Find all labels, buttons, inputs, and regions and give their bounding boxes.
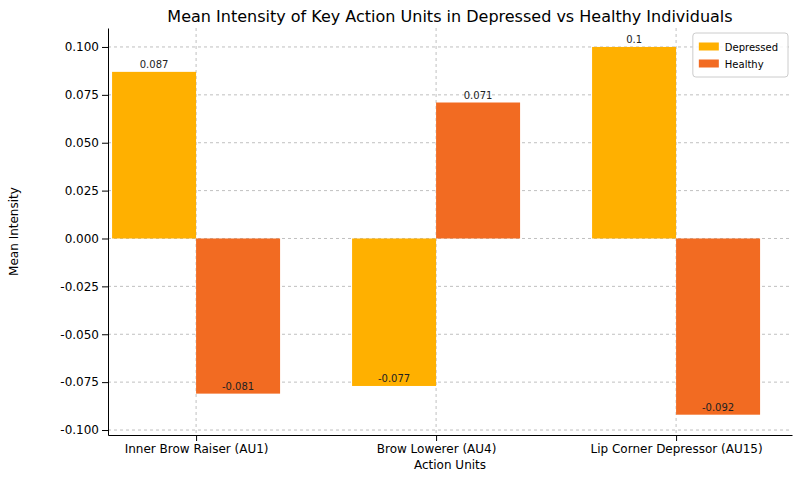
y-tick: -0.025 (60, 280, 108, 294)
x-tick-label: Inner Brow Raiser (AU1) (125, 442, 269, 456)
y-tick: 0.075 (65, 88, 108, 102)
y-tick: 0.050 (65, 136, 108, 150)
grid (108, 28, 792, 435)
grid-line-y (108, 430, 792, 431)
y-tick-label: -0.075 (60, 375, 99, 389)
data-label: 0.071 (464, 90, 493, 101)
legend-box (693, 33, 788, 77)
bar (352, 238, 436, 385)
bar (436, 103, 520, 239)
x-tick-mark (676, 435, 677, 441)
y-tick-label: 0.050 (65, 136, 99, 150)
x-axis: Inner Brow Raiser (AU1) Brow Lowerer (AU4… (109, 435, 793, 456)
bars (112, 47, 760, 415)
data-label: -0.081 (222, 381, 254, 392)
bar (676, 238, 760, 414)
y-tick-label: 0.100 (65, 40, 99, 54)
legend: Depressed Healthy (693, 33, 788, 77)
data-label: -0.092 (702, 402, 734, 413)
y-tick-mark (102, 430, 108, 431)
data-label: 0.087 (140, 59, 169, 70)
y-tick: 0.000 (65, 232, 108, 246)
grid-line-y (108, 46, 792, 47)
y-tick: -0.050 (60, 328, 108, 342)
y-tick-mark (102, 47, 108, 48)
legend-label: Depressed (725, 42, 778, 53)
y-tick-label: -0.050 (60, 328, 99, 342)
data-label: -0.077 (378, 373, 410, 384)
x-tick: Lip Corner Depressor (AU15) (591, 435, 763, 456)
data-labels: 0.087 -0.077 0.1 -0.081 0.071 -0.092 (140, 34, 734, 413)
legend-swatch (699, 43, 719, 51)
y-tick: -0.100 (60, 423, 108, 437)
title: Mean Intensity of Key Action Units in De… (167, 7, 732, 26)
y-axis-title: Mean Intensity (7, 187, 21, 276)
y-axis-line (108, 29, 109, 436)
y-tick: -0.075 (60, 375, 108, 389)
x-tick-label: Lip Corner Depressor (AU15) (591, 442, 763, 456)
y-tick-label: 0.000 (65, 232, 99, 246)
x-tick-label: Brow Lowerer (AU4) (377, 442, 497, 456)
chart: -0.100 -0.075 -0.050 -0.025 0.000 0.025 0.050 0… (0, 0, 800, 477)
x-tick: Brow Lowerer (AU4) (377, 435, 497, 456)
y-tick-mark (102, 95, 108, 96)
grid-line-y (108, 94, 792, 95)
y-tick-mark (102, 191, 108, 192)
data-label: 0.1 (626, 34, 642, 45)
y-tick-mark (102, 334, 108, 335)
x-tick-mark (436, 435, 437, 441)
y-tick-mark (102, 382, 108, 383)
y-tick-label: 0.075 (65, 88, 99, 102)
x-axis-line (109, 435, 793, 436)
y-tick-label: 0.025 (65, 184, 99, 198)
legend-label: Healthy (725, 59, 764, 70)
y-tick-mark (102, 143, 108, 144)
x-tick: Inner Brow Raiser (AU1) (125, 435, 269, 456)
y-axis: -0.100 -0.075 -0.050 -0.025 0.000 0.025 0.050 0… (60, 29, 108, 438)
y-tick-mark (102, 238, 108, 239)
x-axis-title: Action Units (414, 458, 486, 472)
y-tick: 0.025 (65, 184, 108, 198)
bar (112, 72, 196, 239)
legend-swatch (699, 60, 719, 68)
y-tick: 0.100 (65, 40, 108, 54)
x-tick-mark (196, 435, 197, 441)
y-tick-label: -0.100 (60, 423, 99, 437)
bar (196, 238, 280, 393)
bar (592, 47, 676, 239)
y-tick-label: -0.025 (60, 280, 99, 294)
y-tick-mark (102, 286, 108, 287)
